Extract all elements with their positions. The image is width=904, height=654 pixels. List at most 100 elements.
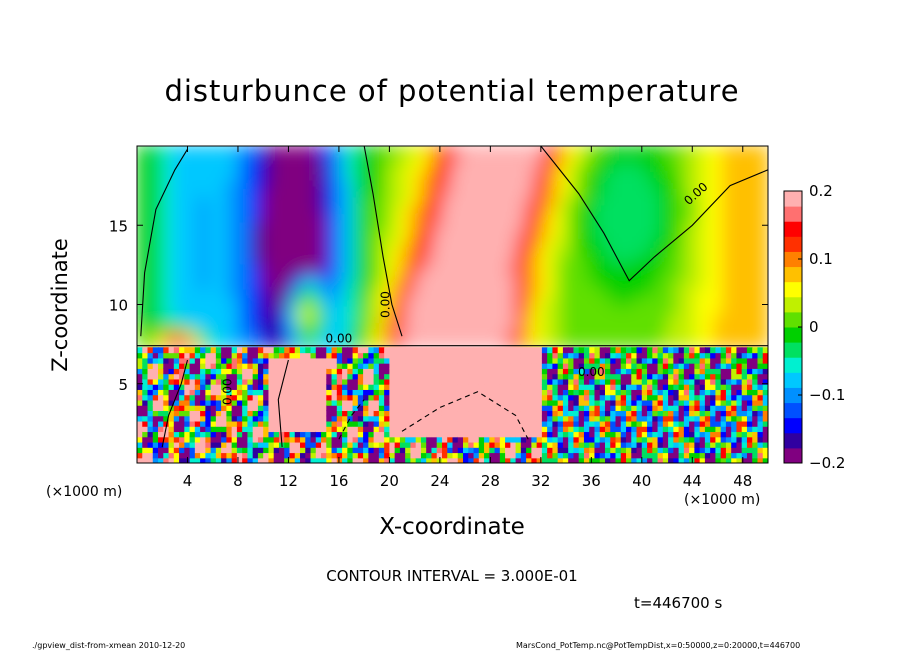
heatmap-cell-upper xyxy=(442,220,454,231)
heatmap-cell-lower xyxy=(662,426,669,433)
heatmap-cell-upper xyxy=(145,304,157,315)
heatmap-cell-lower xyxy=(268,452,275,459)
colorbar-swatch xyxy=(784,417,802,434)
heatmap-cell-lower xyxy=(505,389,511,396)
heatmap-cell-upper xyxy=(667,228,679,240)
heatmap-cell-lower xyxy=(746,347,753,354)
heatmap-cell-lower xyxy=(405,441,412,448)
heatmap-cell-lower xyxy=(342,457,348,463)
heatmap-cell-lower xyxy=(200,352,206,359)
heatmap-cell-upper xyxy=(208,203,220,215)
heatmap-cell-upper xyxy=(748,237,760,248)
heatmap-cell-lower xyxy=(489,384,496,390)
heatmap-cell-lower xyxy=(736,389,743,396)
heatmap-cell-upper xyxy=(586,254,598,265)
heatmap-cell-lower xyxy=(626,378,632,385)
heatmap-cell-upper xyxy=(379,237,391,248)
heatmap-cell-lower xyxy=(189,447,196,454)
heatmap-cell-lower xyxy=(505,452,511,459)
heatmap-cell-lower xyxy=(562,347,569,354)
heatmap-cell-lower xyxy=(683,378,690,385)
heatmap-cell-upper xyxy=(361,321,373,332)
heatmap-cell-lower xyxy=(236,363,243,369)
heatmap-cell-lower xyxy=(499,378,506,385)
heatmap-cell-lower xyxy=(326,389,333,396)
heatmap-cell-lower xyxy=(473,405,480,412)
heatmap-cell-upper xyxy=(595,254,607,265)
heatmap-cell-lower xyxy=(725,420,732,427)
heatmap-cell-upper xyxy=(721,146,733,156)
heatmap-cell-lower xyxy=(610,415,617,422)
heatmap-cell-lower xyxy=(236,389,243,396)
heatmap-cell-upper xyxy=(289,337,301,349)
heatmap-cell-lower xyxy=(331,405,338,412)
heatmap-cell-lower xyxy=(215,431,222,438)
heatmap-cell-upper xyxy=(460,178,472,189)
heatmap-cell-lower xyxy=(321,420,327,427)
heatmap-cell-lower xyxy=(378,347,385,354)
heatmap-cell-upper xyxy=(568,254,580,265)
heatmap-cell-upper xyxy=(442,195,454,206)
heatmap-cell-lower xyxy=(610,447,617,454)
heatmap-cell-lower xyxy=(294,436,301,443)
heatmap-cell-lower xyxy=(394,378,401,385)
heatmap-cell-lower xyxy=(247,384,254,390)
x-tick-label: 32 xyxy=(531,472,550,490)
heatmap-cell-upper xyxy=(235,228,247,240)
heatmap-cell-lower xyxy=(531,394,538,401)
heatmap-cell-upper xyxy=(271,270,283,282)
heatmap-cell-lower xyxy=(494,405,501,412)
heatmap-cell-lower xyxy=(615,357,622,364)
heatmap-cell-lower xyxy=(620,352,627,359)
heatmap-cell-lower xyxy=(310,405,317,412)
heatmap-cell-upper xyxy=(694,178,706,189)
heatmap-cell-lower xyxy=(668,389,674,396)
heatmap-cell-lower xyxy=(626,420,632,427)
heatmap-cell-lower xyxy=(557,415,564,422)
heatmap-cell-lower xyxy=(520,363,527,369)
heatmap-cell-lower xyxy=(179,347,185,354)
heatmap-cell-upper xyxy=(208,279,220,290)
heatmap-cell-upper xyxy=(172,161,184,173)
heatmap-cell-lower xyxy=(331,357,338,364)
heatmap-cell-lower xyxy=(221,426,227,433)
heatmap-cell-lower xyxy=(594,441,601,448)
heatmap-cell-lower xyxy=(484,357,490,364)
heatmap-cell-upper xyxy=(253,254,265,265)
heatmap-cell-upper xyxy=(253,237,265,248)
heatmap-cell-lower xyxy=(305,452,312,459)
heatmap-cell-lower xyxy=(620,431,627,438)
heatmap-cell-lower xyxy=(699,441,706,448)
heatmap-cell-lower xyxy=(578,368,585,375)
heatmap-cell-lower xyxy=(473,384,480,390)
heatmap-cell-upper xyxy=(559,153,571,164)
heatmap-cell-lower xyxy=(373,426,380,433)
heatmap-cell-lower xyxy=(468,399,475,406)
heatmap-cell-lower xyxy=(652,378,659,385)
heatmap-cell-lower xyxy=(347,363,354,369)
heatmap-cell-upper xyxy=(379,153,391,164)
heatmap-cell-lower xyxy=(552,431,559,438)
heatmap-cell-lower xyxy=(583,410,590,417)
heatmap-cell-upper xyxy=(658,321,670,332)
heatmap-cell-upper xyxy=(352,195,364,206)
heatmap-cell-upper xyxy=(514,195,526,206)
heatmap-cell-upper xyxy=(137,321,148,332)
heatmap-cell-upper xyxy=(217,262,229,273)
heatmap-cell-upper xyxy=(640,195,652,206)
heatmap-cell-lower xyxy=(137,436,143,443)
heatmap-cell-lower xyxy=(363,384,369,390)
heatmap-cell-upper xyxy=(685,254,697,265)
heatmap-cell-upper xyxy=(343,220,355,231)
heatmap-cell-lower xyxy=(668,378,674,385)
heatmap-cell-upper xyxy=(451,262,463,273)
heatmap-cell-lower xyxy=(426,426,433,433)
heatmap-cell-upper xyxy=(622,153,634,164)
heatmap-cell-upper xyxy=(181,270,193,282)
heatmap-cell-lower xyxy=(373,410,380,417)
heatmap-cell-lower xyxy=(731,373,738,380)
heatmap-cell-upper xyxy=(721,270,733,282)
heatmap-cell-lower xyxy=(315,405,322,412)
heatmap-cell-lower xyxy=(678,389,685,396)
heatmap-cell-lower xyxy=(484,415,490,422)
